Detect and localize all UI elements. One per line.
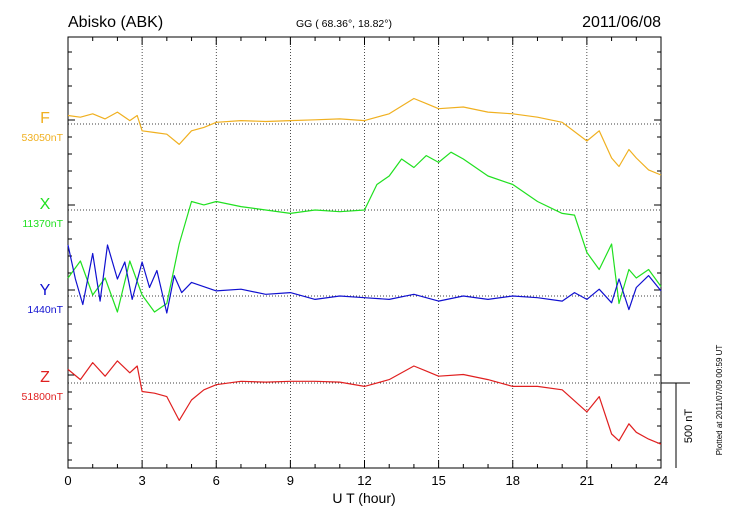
series-line-z xyxy=(67,360,662,445)
series-name-f: F xyxy=(40,110,50,127)
scale-bar-label: 500 nT xyxy=(683,409,695,444)
x-tick-label: 18 xyxy=(506,473,520,488)
series-name-x: X xyxy=(40,196,51,213)
series-name-y: Y xyxy=(40,282,51,299)
series-baseline-f: 53050nT xyxy=(22,132,64,144)
series-baseline-y: 1440nT xyxy=(27,304,63,316)
grid-lines xyxy=(68,37,661,468)
scale-bar: 500 nT xyxy=(661,382,695,468)
series-baseline-x: 11370nT xyxy=(22,218,63,230)
x-tick-label: 15 xyxy=(431,473,445,488)
x-tick-label: 12 xyxy=(357,473,371,488)
x-tick-label: 9 xyxy=(287,473,294,488)
x-tick-label: 3 xyxy=(139,473,146,488)
x-tick-label: 24 xyxy=(654,473,668,488)
coordinates-label: GG ( 68.36°, 18.82°) xyxy=(296,18,392,30)
axis-ticks xyxy=(67,37,662,468)
station-title: Abisko (ABK) xyxy=(68,14,163,31)
series-labels: F 53050nT X 11370nT Y 1440nT Z 51800nT xyxy=(22,110,64,403)
series-name-z: Z xyxy=(40,369,50,386)
x-tick-label: 0 xyxy=(64,473,71,488)
series-baseline-z: 51800nT xyxy=(22,391,64,403)
x-tick-labels: 0 3 6 9 12 15 18 21 24 xyxy=(64,473,668,488)
series-line-f xyxy=(67,97,662,176)
series-line-y xyxy=(67,244,662,314)
date-label: 2011/06/08 xyxy=(582,14,661,31)
x-tick-label: 21 xyxy=(580,473,594,488)
x-axis-label: U T (hour) xyxy=(332,490,395,506)
series-lines xyxy=(67,97,662,445)
series-line-x xyxy=(67,151,662,313)
plotted-timestamp: Plotted at 2011/07/09 00:59 UT xyxy=(715,345,724,456)
x-tick-label: 6 xyxy=(213,473,220,488)
